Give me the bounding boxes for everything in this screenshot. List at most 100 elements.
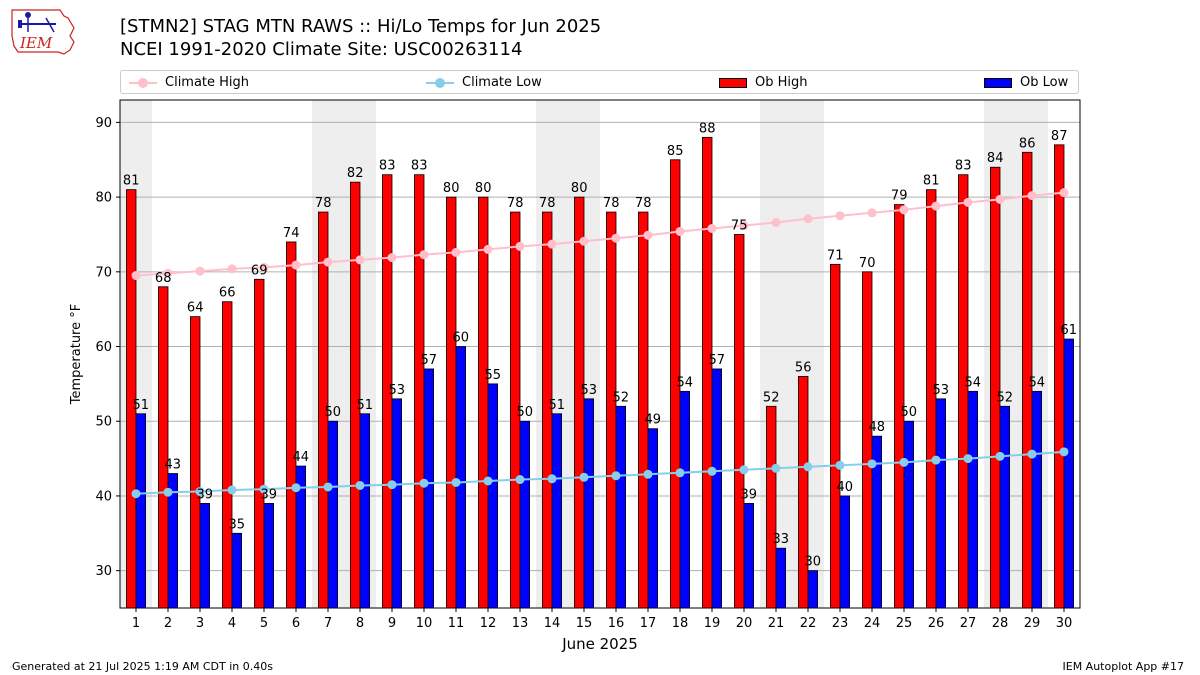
bar-ob-low-day-19 bbox=[711, 368, 723, 609]
climate-high-point-day-12 bbox=[483, 244, 493, 254]
label-ob-high-day-8: 82 bbox=[347, 166, 364, 181]
climate-low-point-day-2 bbox=[163, 487, 173, 497]
climate-high-point-day-3 bbox=[195, 266, 205, 276]
bar-ob-high-day-26 bbox=[926, 189, 937, 609]
y-tick-label-30: 30 bbox=[95, 564, 112, 579]
bar-ob-high-day-27 bbox=[958, 174, 969, 609]
label-ob-low-day-5: 39 bbox=[261, 487, 278, 502]
label-ob-low-day-11: 60 bbox=[453, 331, 470, 346]
climate-low-line bbox=[135, 450, 1065, 495]
x-axis-label: June 2025 bbox=[561, 635, 638, 653]
label-ob-high-day-13: 78 bbox=[507, 196, 524, 211]
label-ob-high-day-28: 84 bbox=[987, 151, 1004, 166]
bar-ob-low-day-3 bbox=[199, 503, 211, 609]
x-tick-label-6: 6 bbox=[292, 616, 300, 631]
climate-high-point-day-30 bbox=[1059, 188, 1069, 198]
legend-ob-high: Ob High bbox=[719, 74, 808, 92]
label-ob-high-day-6: 74 bbox=[283, 226, 300, 241]
climate-high-point-day-27 bbox=[963, 197, 973, 207]
label-ob-low-day-8: 51 bbox=[357, 398, 374, 413]
x-tick-label-11: 11 bbox=[448, 616, 465, 631]
iem-logo: IEM bbox=[11, 9, 75, 55]
climate-low-point-day-14 bbox=[547, 474, 557, 484]
climate-low-point-day-28 bbox=[995, 451, 1005, 461]
bar-ob-high-day-21 bbox=[766, 405, 777, 609]
bar-ob-high-day-23 bbox=[830, 263, 841, 609]
climate-low-point-day-7 bbox=[323, 482, 333, 492]
x-tick-label-3: 3 bbox=[196, 616, 204, 631]
svg-text:IEM: IEM bbox=[19, 34, 53, 52]
climate-low-point-day-27 bbox=[963, 454, 973, 464]
x-tick-label-27: 27 bbox=[960, 616, 977, 631]
bar-ob-high-day-6 bbox=[285, 241, 297, 609]
bar-ob-high-day-24 bbox=[862, 271, 873, 609]
chart-legend: Climate High Climate Low Ob High Ob Low bbox=[120, 70, 1079, 94]
x-tick-label-20: 20 bbox=[736, 616, 753, 631]
x-tick-label-30: 30 bbox=[1056, 616, 1073, 631]
x-tick-label-21: 21 bbox=[768, 616, 785, 631]
climate-low-swatch bbox=[426, 75, 454, 91]
x-tick-label-13: 13 bbox=[512, 616, 529, 631]
label-ob-low-day-14: 51 bbox=[549, 398, 566, 413]
climate-low-point-day-1 bbox=[131, 489, 141, 499]
bar-ob-low-day-29 bbox=[1031, 390, 1043, 609]
label-ob-low-day-4: 35 bbox=[229, 517, 246, 532]
climate-high-point-day-17 bbox=[643, 230, 653, 240]
x-tick-label-10: 10 bbox=[416, 616, 433, 631]
climate-high-point-day-28 bbox=[995, 194, 1005, 204]
label-ob-low-day-29: 54 bbox=[1029, 375, 1046, 390]
label-ob-high-day-30: 87 bbox=[1051, 129, 1068, 144]
bar-ob-low-day-4 bbox=[231, 532, 243, 609]
label-ob-high-day-18: 85 bbox=[667, 144, 684, 159]
label-ob-low-day-16: 52 bbox=[613, 390, 630, 405]
climate-low-point-day-15 bbox=[579, 472, 589, 482]
bar-ob-low-day-25 bbox=[903, 420, 915, 609]
label-ob-high-day-22: 56 bbox=[795, 360, 812, 375]
bar-ob-low-day-28 bbox=[999, 405, 1011, 609]
plot-frame bbox=[119, 99, 1081, 609]
bar-ob-high-day-12 bbox=[477, 196, 489, 609]
label-ob-high-day-29: 86 bbox=[1019, 136, 1036, 151]
label-ob-low-day-19: 57 bbox=[709, 353, 726, 368]
bar-ob-high-day-5 bbox=[253, 278, 265, 609]
legend-climate-high: Climate High bbox=[129, 74, 249, 92]
x-tick-label-24: 24 bbox=[864, 616, 881, 631]
x-tick-label-4: 4 bbox=[228, 616, 236, 631]
generated-timestamp: Generated at 21 Jul 2025 1:19 AM CDT in … bbox=[12, 660, 273, 673]
climate-high-point-day-10 bbox=[419, 250, 429, 260]
x-tick-label-25: 25 bbox=[896, 616, 913, 631]
bar-ob-high-day-8 bbox=[349, 181, 361, 609]
label-ob-low-day-1: 51 bbox=[133, 398, 150, 413]
climate-low-point-day-29 bbox=[1027, 449, 1037, 459]
label-ob-low-day-12: 55 bbox=[485, 368, 502, 383]
bar-ob-low-day-17 bbox=[647, 428, 659, 609]
label-ob-high-day-14: 78 bbox=[539, 196, 556, 211]
label-ob-high-day-26: 81 bbox=[923, 174, 940, 189]
bar-ob-low-day-18 bbox=[679, 390, 691, 609]
bar-ob-low-day-5 bbox=[263, 503, 275, 609]
label-ob-high-day-16: 78 bbox=[603, 196, 620, 211]
label-ob-low-day-23: 40 bbox=[837, 480, 854, 495]
bar-ob-low-day-26 bbox=[935, 398, 947, 609]
climate-high-point-day-20 bbox=[739, 221, 749, 231]
label-ob-low-day-21: 33 bbox=[773, 532, 790, 547]
chart-subtitle: NCEI 1991-2020 Climate Site: USC00263114 bbox=[120, 39, 523, 60]
label-ob-high-day-4: 66 bbox=[219, 286, 236, 301]
label-ob-high-day-12: 80 bbox=[475, 181, 492, 196]
bar-ob-high-day-10 bbox=[413, 174, 425, 609]
bar-ob-high-day-11 bbox=[445, 196, 457, 609]
label-ob-low-day-18: 54 bbox=[677, 375, 694, 390]
label-ob-low-day-13: 50 bbox=[517, 405, 534, 420]
label-ob-high-day-7: 78 bbox=[315, 196, 332, 211]
label-ob-low-day-7: 50 bbox=[325, 405, 342, 420]
bar-ob-low-day-15 bbox=[583, 398, 595, 609]
label-ob-low-day-17: 49 bbox=[645, 413, 662, 428]
label-ob-high-day-19: 88 bbox=[699, 121, 716, 136]
label-ob-high-day-10: 83 bbox=[411, 159, 428, 174]
x-tick-label-17: 17 bbox=[640, 616, 657, 631]
climate-high-point-day-21 bbox=[771, 218, 781, 228]
bar-ob-low-day-13 bbox=[519, 420, 531, 609]
x-tick-label-1: 1 bbox=[132, 616, 140, 631]
ob-low-swatch bbox=[984, 77, 1012, 88]
bar-ob-low-day-27 bbox=[967, 390, 979, 609]
